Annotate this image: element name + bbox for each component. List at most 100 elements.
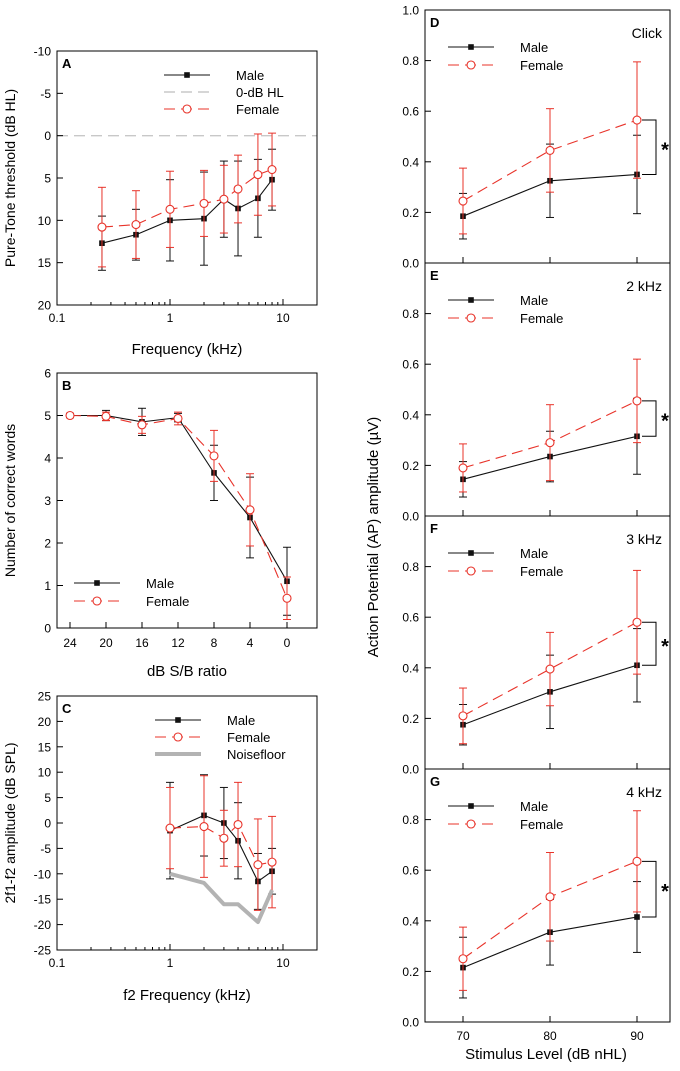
- panel-b-ytick-label-5: 5: [44, 409, 51, 423]
- panel-g-female-point-2: [632, 856, 642, 866]
- panel-g-female-point-0: [458, 954, 468, 964]
- panel-a-legend-marker-male: [184, 72, 190, 78]
- panel-a-female-point-7: [267, 164, 277, 175]
- panel-d-legend-marker-female: [466, 60, 476, 70]
- panel-c-ytick-label-5: 0: [44, 817, 51, 831]
- panel-c-legend-label-male: Male: [227, 713, 255, 728]
- panel-b-female-point-4: [209, 451, 219, 461]
- panel-b-female-point-3: [173, 413, 183, 424]
- panel-e-label: E: [430, 268, 439, 283]
- panel-g-legend-marker-male: [468, 803, 474, 809]
- panel-c-ytick-label-1: -20: [34, 918, 52, 932]
- panel-a-female-point-0: [97, 222, 107, 232]
- panel-a-female-point-1: [131, 220, 141, 230]
- panel-b-xlabel: dB S/B ratio: [147, 663, 227, 680]
- panel-e-legend-label-male: Male: [520, 293, 548, 308]
- panel-b-ytick-label-6: 6: [44, 367, 51, 381]
- panel-b-legend-marker-female: [92, 596, 102, 606]
- panel-f-title: 3 kHz: [626, 531, 662, 547]
- panel-g-male-point-2: [634, 914, 640, 920]
- panel-e-title: 2 kHz: [626, 278, 662, 294]
- panel-a-ylabel: Pure-Tone threshold (dB HL): [2, 89, 18, 267]
- panel-c-ytick-label-9: 20: [38, 715, 52, 729]
- panel-g-title: 4 kHz: [626, 784, 662, 800]
- panel-b-xtick-label-3: 12: [171, 636, 185, 650]
- panel-f-significance-star: *: [661, 636, 669, 658]
- panel-a-female-point-3: [199, 198, 209, 208]
- panel-c-xtick-label-1: 1: [167, 956, 174, 970]
- panel-b-xtick-label-1: 20: [99, 636, 113, 650]
- panel-f-female-point-1: [545, 664, 555, 674]
- panel-c-female-point-0: [165, 823, 175, 833]
- panel-c-legend-marker-female: [173, 732, 183, 742]
- panel-c-legend-marker-male: [175, 717, 181, 723]
- panel-a-female-line: [101, 169, 273, 228]
- panel-c-ytick-label-3: -10: [34, 867, 52, 881]
- panel-b-legend-label-male: Male: [146, 576, 174, 591]
- panel-b-xtick-label-0: 24: [63, 636, 77, 650]
- panel-b-ytick-label-2: 2: [44, 537, 51, 551]
- panel-c-ylabel: 2f1-f2 amplitude (dB SPL): [2, 742, 18, 903]
- panel-e-ytick-label-2: 0.4: [402, 408, 419, 422]
- panel-d-ytick-label-4: 0.8: [402, 54, 419, 68]
- panel-c-female-point-3: [233, 819, 243, 830]
- panel-g-ytick-label-2: 0.4: [402, 914, 419, 928]
- panel-b-xtick-label-6: 0: [284, 636, 291, 650]
- panel-c-ytick-label-10: 25: [38, 690, 52, 704]
- panel-f-female-point-0: [458, 711, 468, 721]
- panel-b-female-point-2: [137, 420, 147, 430]
- panel-a-ytick-label-0: -10: [34, 45, 52, 59]
- panel-c-ytick-label-4: -5: [40, 842, 51, 856]
- panel-a-female-point-6: [253, 170, 263, 180]
- panel-b-ylabel: Number of correct words: [2, 424, 18, 577]
- panel-e-female-point-2: [632, 396, 642, 406]
- panel-g-xtick-label-2: 90: [630, 1029, 644, 1043]
- panel-d-title: Click: [632, 25, 663, 41]
- panel-e-ytick-label-1: 0.2: [402, 459, 419, 473]
- panel-g-legend-label-male: Male: [520, 799, 548, 814]
- panel-e-legend-marker-female: [466, 313, 476, 323]
- panel-b-label: B: [62, 378, 71, 393]
- panel-g-ytick-label-4: 0.8: [402, 813, 419, 827]
- panel-c-noisefloor-line: [169, 871, 274, 925]
- panel-d-ytick-label-1: 0.2: [402, 206, 419, 220]
- panel-a-legend-marker-female: [182, 104, 192, 114]
- panel-g-legend-marker-female: [466, 819, 476, 829]
- panel-e-legend-label-female: Female: [520, 311, 563, 326]
- panel-d-female-line: [462, 119, 638, 202]
- panel-b-legend-label-female: Female: [146, 594, 189, 609]
- panel-f-legend-label-male: Male: [520, 546, 548, 561]
- panel-c-label: C: [62, 701, 72, 716]
- panel-c-xtick-label-0: 0.1: [49, 956, 66, 970]
- panel-f-significance-bracket: [642, 621, 657, 666]
- panel-b-male-line: [70, 414, 288, 582]
- panel-d-ytick-label-5: 1.0: [402, 4, 419, 18]
- panel-c-female-point-2: [219, 833, 229, 843]
- panel-a-female-point-4: [219, 194, 229, 204]
- panel-g: 0.0 0.2 0.4 0.6 0.8 G 4 kHz Male Female * 70 80 90: [402, 768, 671, 1043]
- panel-b-ytick-label-0: 0: [44, 622, 51, 636]
- panel-g-xtick-label-0: 70: [456, 1029, 470, 1043]
- panel-e-female-point-0: [458, 463, 468, 473]
- panel-a-legend-label-0-db-hl: 0-dB HL: [236, 85, 284, 100]
- right-column-y-axis-label: Action Potential (AP) amplitude (µV): [365, 417, 382, 657]
- panel-a-male-line: [101, 179, 273, 244]
- panel-e-significance-star: *: [661, 411, 669, 433]
- panel-f-ytick-label-2: 0.4: [402, 661, 419, 675]
- panel-g-legend-label-female: Female: [520, 817, 563, 832]
- panel-b-female-point-5: [245, 505, 255, 515]
- panel-c-female-point-5: [267, 857, 277, 867]
- panel-f-ytick-label-0: 0.0: [402, 763, 419, 777]
- panel-c-ytick-label-7: 10: [38, 766, 52, 780]
- panel-e-ytick-label-0: 0.0: [402, 510, 419, 524]
- panel-b-female-point-6: [282, 593, 292, 603]
- panel-c-legend-label-female: Female: [227, 730, 270, 745]
- panel-d-significance-star: *: [661, 139, 669, 161]
- panel-f: 0.0 0.2 0.4 0.6 0.8 F 3 kHz Male Female *: [402, 515, 671, 777]
- panel-a-xtick-label-2: 10: [276, 311, 290, 325]
- panel-b-legend-marker-male: [94, 580, 100, 586]
- panel-b-female-point-0: [65, 410, 75, 421]
- panel-a-ytick-label-3: 5: [44, 172, 51, 186]
- panel-a-ytick-label-2: 0: [44, 129, 51, 143]
